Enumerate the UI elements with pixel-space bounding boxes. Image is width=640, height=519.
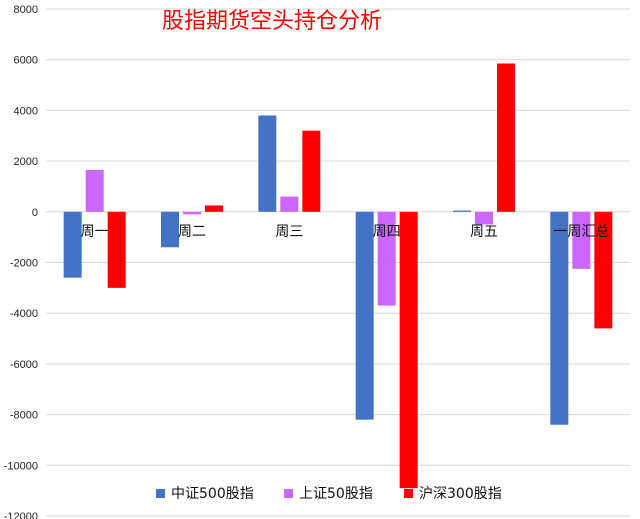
x-category-label: 周三 xyxy=(275,224,303,240)
y-tick-label: 0 xyxy=(32,207,38,219)
x-category-label: 周一 xyxy=(81,224,109,240)
y-tick-label: -12000 xyxy=(4,511,38,519)
bar xyxy=(550,211,569,425)
y-tick-label: -8000 xyxy=(10,410,38,422)
x-category-label: 一周汇总 xyxy=(553,224,609,240)
bar xyxy=(183,211,201,215)
y-tick-label: -6000 xyxy=(10,359,38,371)
y-tick-label: 6000 xyxy=(14,55,38,67)
legend-label: 沪深300股指 xyxy=(419,486,502,502)
legend-swatch xyxy=(284,489,293,498)
bar xyxy=(497,63,515,212)
category-labels: 周一 周二 周三 周四 周五 一周汇总 xyxy=(81,224,610,240)
bar xyxy=(399,211,418,489)
x-category-label: 周二 xyxy=(178,224,206,240)
y-tick-label: 2000 xyxy=(14,156,38,168)
y-tick-label: -4000 xyxy=(10,308,38,320)
bar xyxy=(594,211,613,329)
bar xyxy=(453,210,471,212)
chart-title: 股指期货空头持仓分析 xyxy=(162,9,382,34)
bar xyxy=(572,211,591,269)
y-tick-label: 4000 xyxy=(14,105,38,117)
bars xyxy=(63,63,613,489)
x-category-label: 周四 xyxy=(373,224,401,240)
bar xyxy=(475,211,493,225)
y-tick-label: 8000 xyxy=(14,4,38,16)
bar xyxy=(377,211,396,306)
bar xyxy=(107,211,126,288)
legend-label: 中证500股指 xyxy=(171,486,254,502)
legend-swatch xyxy=(404,489,413,498)
legend-label: 上证50股指 xyxy=(299,486,373,502)
bar xyxy=(302,130,321,212)
bar xyxy=(355,211,374,420)
legend-swatch xyxy=(156,489,165,498)
legend: 中证500股指 上证50股指 沪深300股指 xyxy=(156,486,502,502)
y-tick-label: -10000 xyxy=(4,460,38,472)
x-category-label: 周五 xyxy=(470,224,498,240)
bar xyxy=(85,169,104,212)
bar xyxy=(161,211,179,248)
bar xyxy=(280,196,299,212)
y-tick-label: -2000 xyxy=(10,258,38,270)
gridlines xyxy=(46,8,630,517)
bar xyxy=(63,211,82,278)
bar xyxy=(258,115,277,212)
y-axis-ticks: 8000 6000 4000 2000 0 -2000 -4000 -6000 -8000 -10… xyxy=(4,4,38,519)
bar xyxy=(205,205,223,212)
